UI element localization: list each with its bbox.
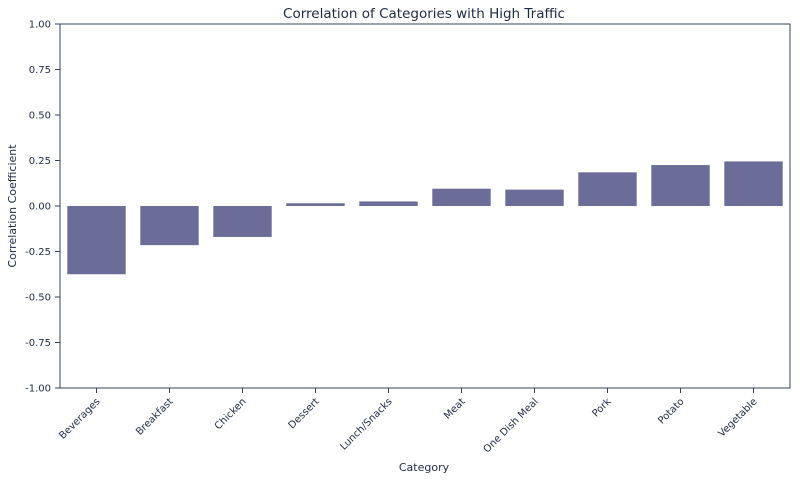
- x-tick-label: Meat: [442, 396, 467, 421]
- x-tick-label: Vegetable: [716, 396, 759, 439]
- y-tick-label: 1.00: [29, 20, 51, 31]
- bar-potato: [651, 165, 710, 206]
- plot-area: [59, 23, 791, 389]
- y-tick-label: 0.25: [29, 156, 51, 167]
- bar-dessert: [286, 203, 345, 206]
- bar-pork: [578, 172, 637, 206]
- x-axis-label: Category: [399, 461, 450, 474]
- x-tick-label: Beverages: [57, 396, 102, 441]
- y-tick-label: -0.50: [25, 293, 51, 304]
- y-tick-label: 0.00: [29, 202, 51, 213]
- y-tick-label: -0.75: [25, 338, 51, 349]
- x-tick-label: Dessert: [287, 396, 322, 431]
- y-tick-label: 0.75: [29, 65, 51, 76]
- bars: [67, 161, 783, 275]
- bar-lunch-snacks: [359, 201, 418, 206]
- bar-beverages: [67, 206, 126, 275]
- y-axis: -1.00 -0.75 -0.50 -0.25 0.00 0.25 0.50 0.75 1.00: [25, 20, 60, 395]
- y-tick-label: -0.25: [25, 247, 51, 258]
- x-tick-label: Pork: [590, 396, 613, 419]
- x-tick-label: Lunch/Snacks: [338, 396, 394, 452]
- y-tick-label: -1.00: [25, 384, 51, 395]
- chart-title: Correlation of Categories with High Traf…: [283, 6, 565, 22]
- x-tick-label: One Dish Meal: [482, 396, 541, 455]
- y-tick-label: 0.50: [29, 111, 51, 122]
- x-tick-label: Potato: [656, 396, 686, 426]
- bar-chicken: [213, 206, 272, 237]
- bar-meat: [432, 188, 491, 206]
- x-tick-label: Chicken: [213, 396, 249, 432]
- x-axis: Beverages Breakfast Chicken Dessert Lunch/Sn…: [57, 388, 760, 455]
- bar-breakfast: [140, 206, 199, 246]
- bar-one-dish-meal: [505, 189, 564, 206]
- y-axis-label: Correlation Coefficient: [6, 144, 19, 268]
- bar-vegetable: [724, 161, 783, 206]
- x-tick-label: Breakfast: [134, 396, 175, 437]
